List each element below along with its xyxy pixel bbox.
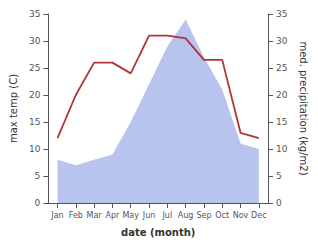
svg-text:0: 0: [276, 198, 282, 208]
svg-text:25: 25: [276, 63, 287, 73]
svg-text:30: 30: [276, 36, 288, 46]
svg-text:10: 10: [276, 144, 288, 154]
svg-text:Aug: Aug: [178, 211, 194, 220]
svg-text:date (month): date (month): [121, 227, 195, 238]
svg-text:30: 30: [29, 36, 41, 46]
svg-text:25: 25: [29, 63, 40, 73]
svg-text:Jun: Jun: [142, 211, 156, 220]
svg-text:med. precipitation (kg/m2): med. precipitation (kg/m2): [298, 41, 309, 175]
svg-text:10: 10: [29, 144, 41, 154]
svg-text:Jan: Jan: [50, 211, 63, 220]
svg-text:Dec: Dec: [251, 211, 266, 220]
svg-text:15: 15: [29, 117, 40, 127]
svg-text:Feb: Feb: [69, 211, 83, 220]
svg-text:0: 0: [35, 198, 41, 208]
svg-text:May: May: [122, 211, 139, 220]
svg-text:Sep: Sep: [196, 211, 211, 220]
svg-text:35: 35: [276, 9, 287, 19]
svg-text:20: 20: [29, 90, 41, 100]
svg-text:Oct: Oct: [215, 211, 229, 220]
svg-text:35: 35: [29, 9, 40, 19]
svg-text:5: 5: [276, 171, 282, 181]
svg-text:Mar: Mar: [87, 211, 103, 220]
svg-text:Apr: Apr: [105, 211, 120, 220]
svg-text:Nov: Nov: [233, 211, 249, 220]
svg-text:15: 15: [276, 117, 287, 127]
svg-text:20: 20: [276, 90, 288, 100]
svg-text:max temp (C): max temp (C): [8, 74, 19, 143]
svg-text:Jul: Jul: [161, 211, 172, 220]
svg-text:5: 5: [35, 171, 41, 181]
